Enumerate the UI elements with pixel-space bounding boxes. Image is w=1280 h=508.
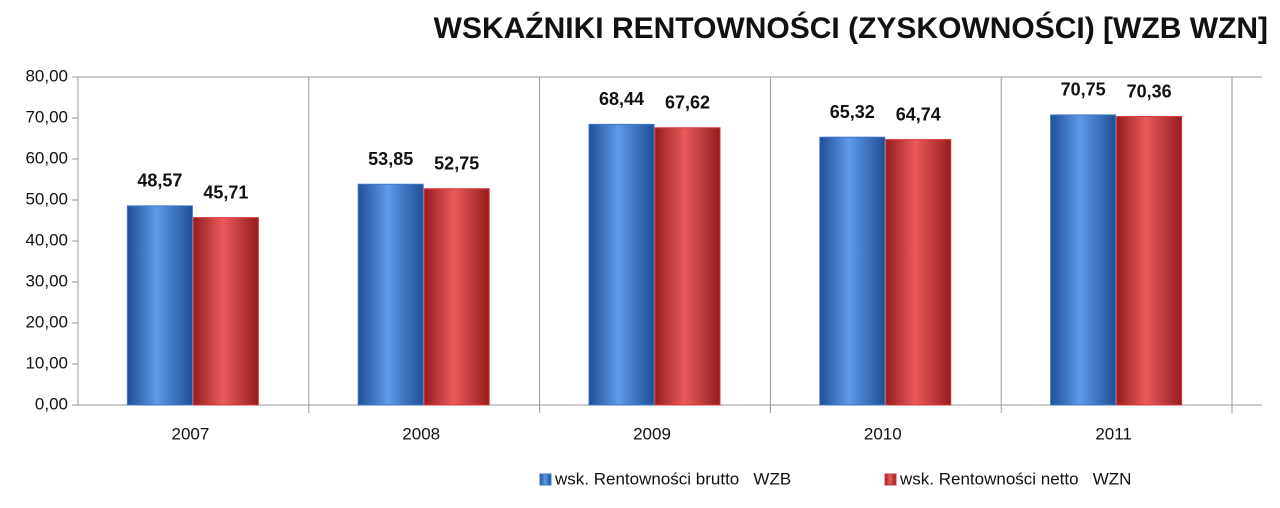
value-label: 53,85	[368, 149, 413, 169]
bar	[885, 139, 952, 406]
x-tick-label: 2008	[402, 424, 440, 443]
y-tick-label: 20,00	[25, 312, 68, 331]
value-label: 70,36	[1127, 81, 1172, 101]
bar	[126, 205, 193, 406]
x-tick-label: 2007	[171, 424, 209, 443]
value-label: 65,32	[830, 102, 875, 122]
y-tick-label: 70,00	[25, 107, 68, 126]
y-tick-label: 80,00	[25, 66, 68, 85]
y-tick-label: 60,00	[25, 148, 68, 167]
x-tick-label: 2011	[1095, 424, 1132, 443]
bar	[423, 188, 490, 406]
value-label: 67,62	[665, 93, 710, 113]
x-tick-label: 2010	[864, 424, 902, 443]
value-label: 64,74	[896, 104, 941, 124]
bar	[1050, 114, 1117, 406]
legend-swatch	[539, 473, 552, 486]
bar	[588, 123, 655, 406]
legend-label: wsk. Rentowności netto WZN	[899, 469, 1131, 488]
y-tick-label: 10,00	[25, 353, 68, 372]
bar	[192, 217, 259, 406]
chart-title: WSKAŹNIKI RENTOWNOŚCI (ZYSKOWNOŚCI) [WZB…	[434, 11, 1268, 45]
value-label: 70,75	[1061, 80, 1106, 100]
value-label: 68,44	[599, 89, 644, 109]
value-label: 45,71	[203, 182, 248, 202]
bar	[819, 136, 886, 406]
legend-label: wsk. Rentowności brutto WZB	[554, 469, 791, 488]
bar	[654, 127, 721, 406]
bar	[357, 183, 424, 406]
value-label: 52,75	[434, 153, 479, 173]
y-tick-label: 0,00	[35, 394, 68, 413]
y-tick-label: 30,00	[25, 271, 68, 290]
value-label: 48,57	[137, 171, 182, 191]
bar	[1116, 116, 1183, 406]
y-tick-label: 50,00	[25, 189, 68, 208]
y-tick-label: 40,00	[25, 230, 68, 249]
x-tick-label: 2009	[633, 424, 671, 443]
legend-swatch	[884, 473, 897, 486]
